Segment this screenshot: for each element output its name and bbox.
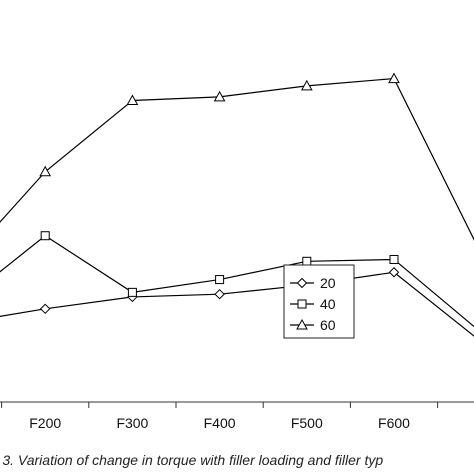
- data-point-40: [215, 275, 225, 285]
- data-point-40: [389, 254, 399, 264]
- data-point-60: [39, 165, 52, 177]
- data-point-60: [388, 72, 400, 84]
- legend-marker-60: [296, 318, 308, 330]
- series-40: [0, 231, 474, 328]
- data-point-20: [214, 288, 225, 300]
- x-tick-label: F600: [378, 415, 410, 431]
- x-tick-label: F200: [29, 415, 61, 431]
- x-tick-label: F300: [116, 415, 148, 431]
- x-tick-labels: F200 F300 F400 F500 F600: [29, 415, 410, 431]
- legend-label: 20: [320, 275, 336, 291]
- figure-caption: re 3. Variation of change in torque with…: [0, 452, 474, 474]
- x-tick-label: F500: [291, 415, 323, 431]
- data-point-60: [213, 90, 226, 102]
- series-60: [0, 72, 474, 241]
- series-line-60: [0, 77, 474, 241]
- data-point-40: [302, 256, 312, 266]
- legend-marker-20: [296, 277, 308, 289]
- legend-box: [283, 264, 355, 339]
- legend-item-60: 60: [290, 317, 336, 333]
- data-point-60: [126, 94, 139, 105]
- x-axis: [0, 401, 474, 408]
- legend-marker-40: [297, 299, 307, 309]
- series-group: [0, 72, 474, 337]
- data-point-60: [300, 79, 313, 91]
- figure-caption-text: re 3. Variation of change in torque with…: [0, 452, 384, 468]
- series-line-40: [0, 234, 474, 328]
- data-point-40: [40, 231, 50, 241]
- legend-label: 60: [320, 317, 336, 333]
- legend-label: 40: [320, 296, 336, 312]
- series-20: [0, 267, 474, 337]
- x-tick-label: F400: [204, 415, 236, 431]
- data-point-20: [388, 267, 400, 278]
- data-point-20: [39, 303, 51, 315]
- legend-item-40: 40: [290, 296, 336, 312]
- legend: 20 40 60: [283, 264, 355, 339]
- data-point-40: [127, 287, 137, 297]
- series-line-20: [0, 271, 474, 337]
- legend-item-20: 20: [290, 275, 336, 291]
